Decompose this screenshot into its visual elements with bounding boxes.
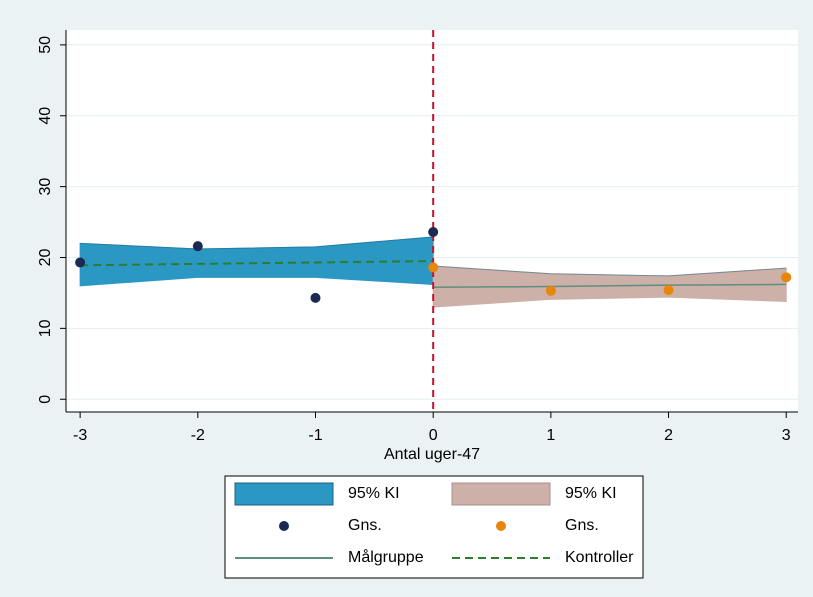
x-tick-label: -2 [191, 427, 205, 444]
x-tick-label: 1 [546, 427, 555, 444]
point [75, 257, 86, 268]
y-tick-label: 40 [37, 107, 54, 125]
point [428, 262, 439, 273]
legend-key [234, 482, 334, 506]
point [781, 272, 792, 283]
point [663, 285, 674, 296]
ci-edge [80, 236, 434, 250]
y-tick-label: 30 [37, 178, 54, 196]
x-tick-label: -3 [73, 427, 87, 444]
x-tick-label: 2 [664, 427, 673, 444]
x-tick-label: 0 [429, 427, 438, 444]
legend-label: Målgruppe [348, 548, 424, 566]
line [433, 283, 787, 289]
legend-key [279, 521, 289, 531]
point [192, 241, 203, 252]
point [428, 226, 439, 237]
line [80, 260, 434, 267]
legend-label: Gns. [565, 517, 599, 534]
legend-label: 95% KI [348, 485, 400, 502]
legend-label: Kontroller [565, 549, 634, 566]
x-tick-label: -1 [308, 427, 322, 444]
legend-label: Gns. [348, 517, 382, 534]
y-tick-label: 0 [37, 395, 54, 404]
y-tick-label: 10 [37, 319, 54, 337]
y-tick-label: 20 [37, 248, 54, 266]
plot-area [66, 30, 798, 412]
legend-key [496, 521, 506, 531]
legend-key [451, 482, 551, 506]
ci-edge [433, 265, 787, 277]
point [310, 292, 321, 303]
x-tick-label: 3 [782, 427, 791, 444]
y-tick-label: 50 [37, 36, 54, 54]
legend-label: 95% KI [565, 485, 617, 502]
x-axis-label: Antal uger-47 [384, 446, 480, 463]
point [545, 285, 556, 296]
